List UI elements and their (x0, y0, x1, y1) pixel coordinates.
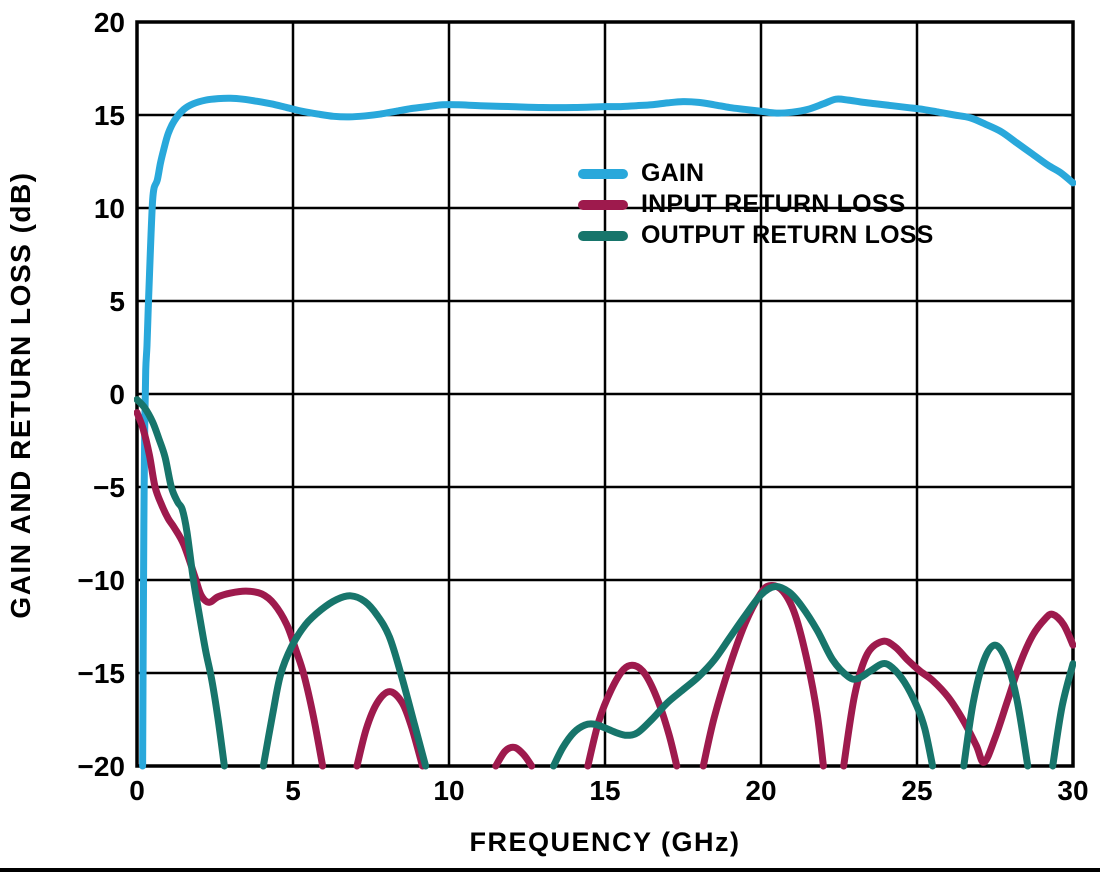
series-line-gain (139, 94, 1076, 770)
series-line-input-return-loss (840, 610, 1076, 770)
y-tick-label: 0 (109, 379, 125, 410)
y-tick-label: 20 (94, 7, 125, 38)
y-tick-label: −10 (78, 565, 126, 596)
series-line-output-return-loss (134, 396, 228, 770)
x-tick-label: 10 (433, 775, 464, 806)
y-tick-label: 15 (94, 100, 125, 131)
series-line-output-return-loss (550, 582, 937, 770)
legend-item-gain: GAIN (578, 158, 934, 189)
legend-label-output-return-loss: OUTPUT RETURN LOSS (641, 221, 934, 249)
output-return-loss-line-swatch-icon (578, 230, 628, 241)
y-tick-label: 10 (94, 193, 125, 224)
y-tick-label: −20 (78, 751, 126, 782)
y-axis-title: GAIN AND RETURN LOSS (dB) (5, 171, 36, 619)
legend-label-input-return-loss: INPUT RETURN LOSS (641, 190, 906, 218)
series-line-input-return-loss (492, 743, 536, 770)
y-tick-label: −15 (78, 658, 126, 689)
x-tick-label: 30 (1057, 775, 1088, 806)
x-axis-title: FREQUENCY (GHz) (469, 827, 741, 857)
legend-label-gain: GAIN (641, 159, 705, 187)
series-line-output-return-loss (1049, 660, 1076, 770)
y-tick-label: 5 (109, 286, 125, 317)
legend-item-input-return-loss: INPUT RETURN LOSS (578, 189, 934, 220)
plot-frame (135, 20, 1075, 768)
x-tick-label: 0 (129, 775, 145, 806)
series-line-input-return-loss (584, 661, 681, 770)
legend: GAIN INPUT RETURN LOSS OUTPUT RETURN LOS… (578, 158, 934, 251)
gain-line-swatch-icon (578, 168, 628, 179)
x-tick-label: 20 (745, 775, 776, 806)
page-divider (0, 868, 1100, 872)
legend-item-output-return-loss: OUTPUT RETURN LOSS (578, 220, 934, 251)
x-tick-label: 25 (901, 775, 932, 806)
x-tick-label: 15 (589, 775, 620, 806)
x-tick-label: 5 (285, 775, 301, 806)
y-tick-label: −5 (93, 472, 125, 503)
series-line-output-return-loss (259, 592, 430, 770)
series-line-output-return-loss (960, 641, 1032, 770)
input-return-loss-line-swatch-icon (578, 199, 628, 210)
